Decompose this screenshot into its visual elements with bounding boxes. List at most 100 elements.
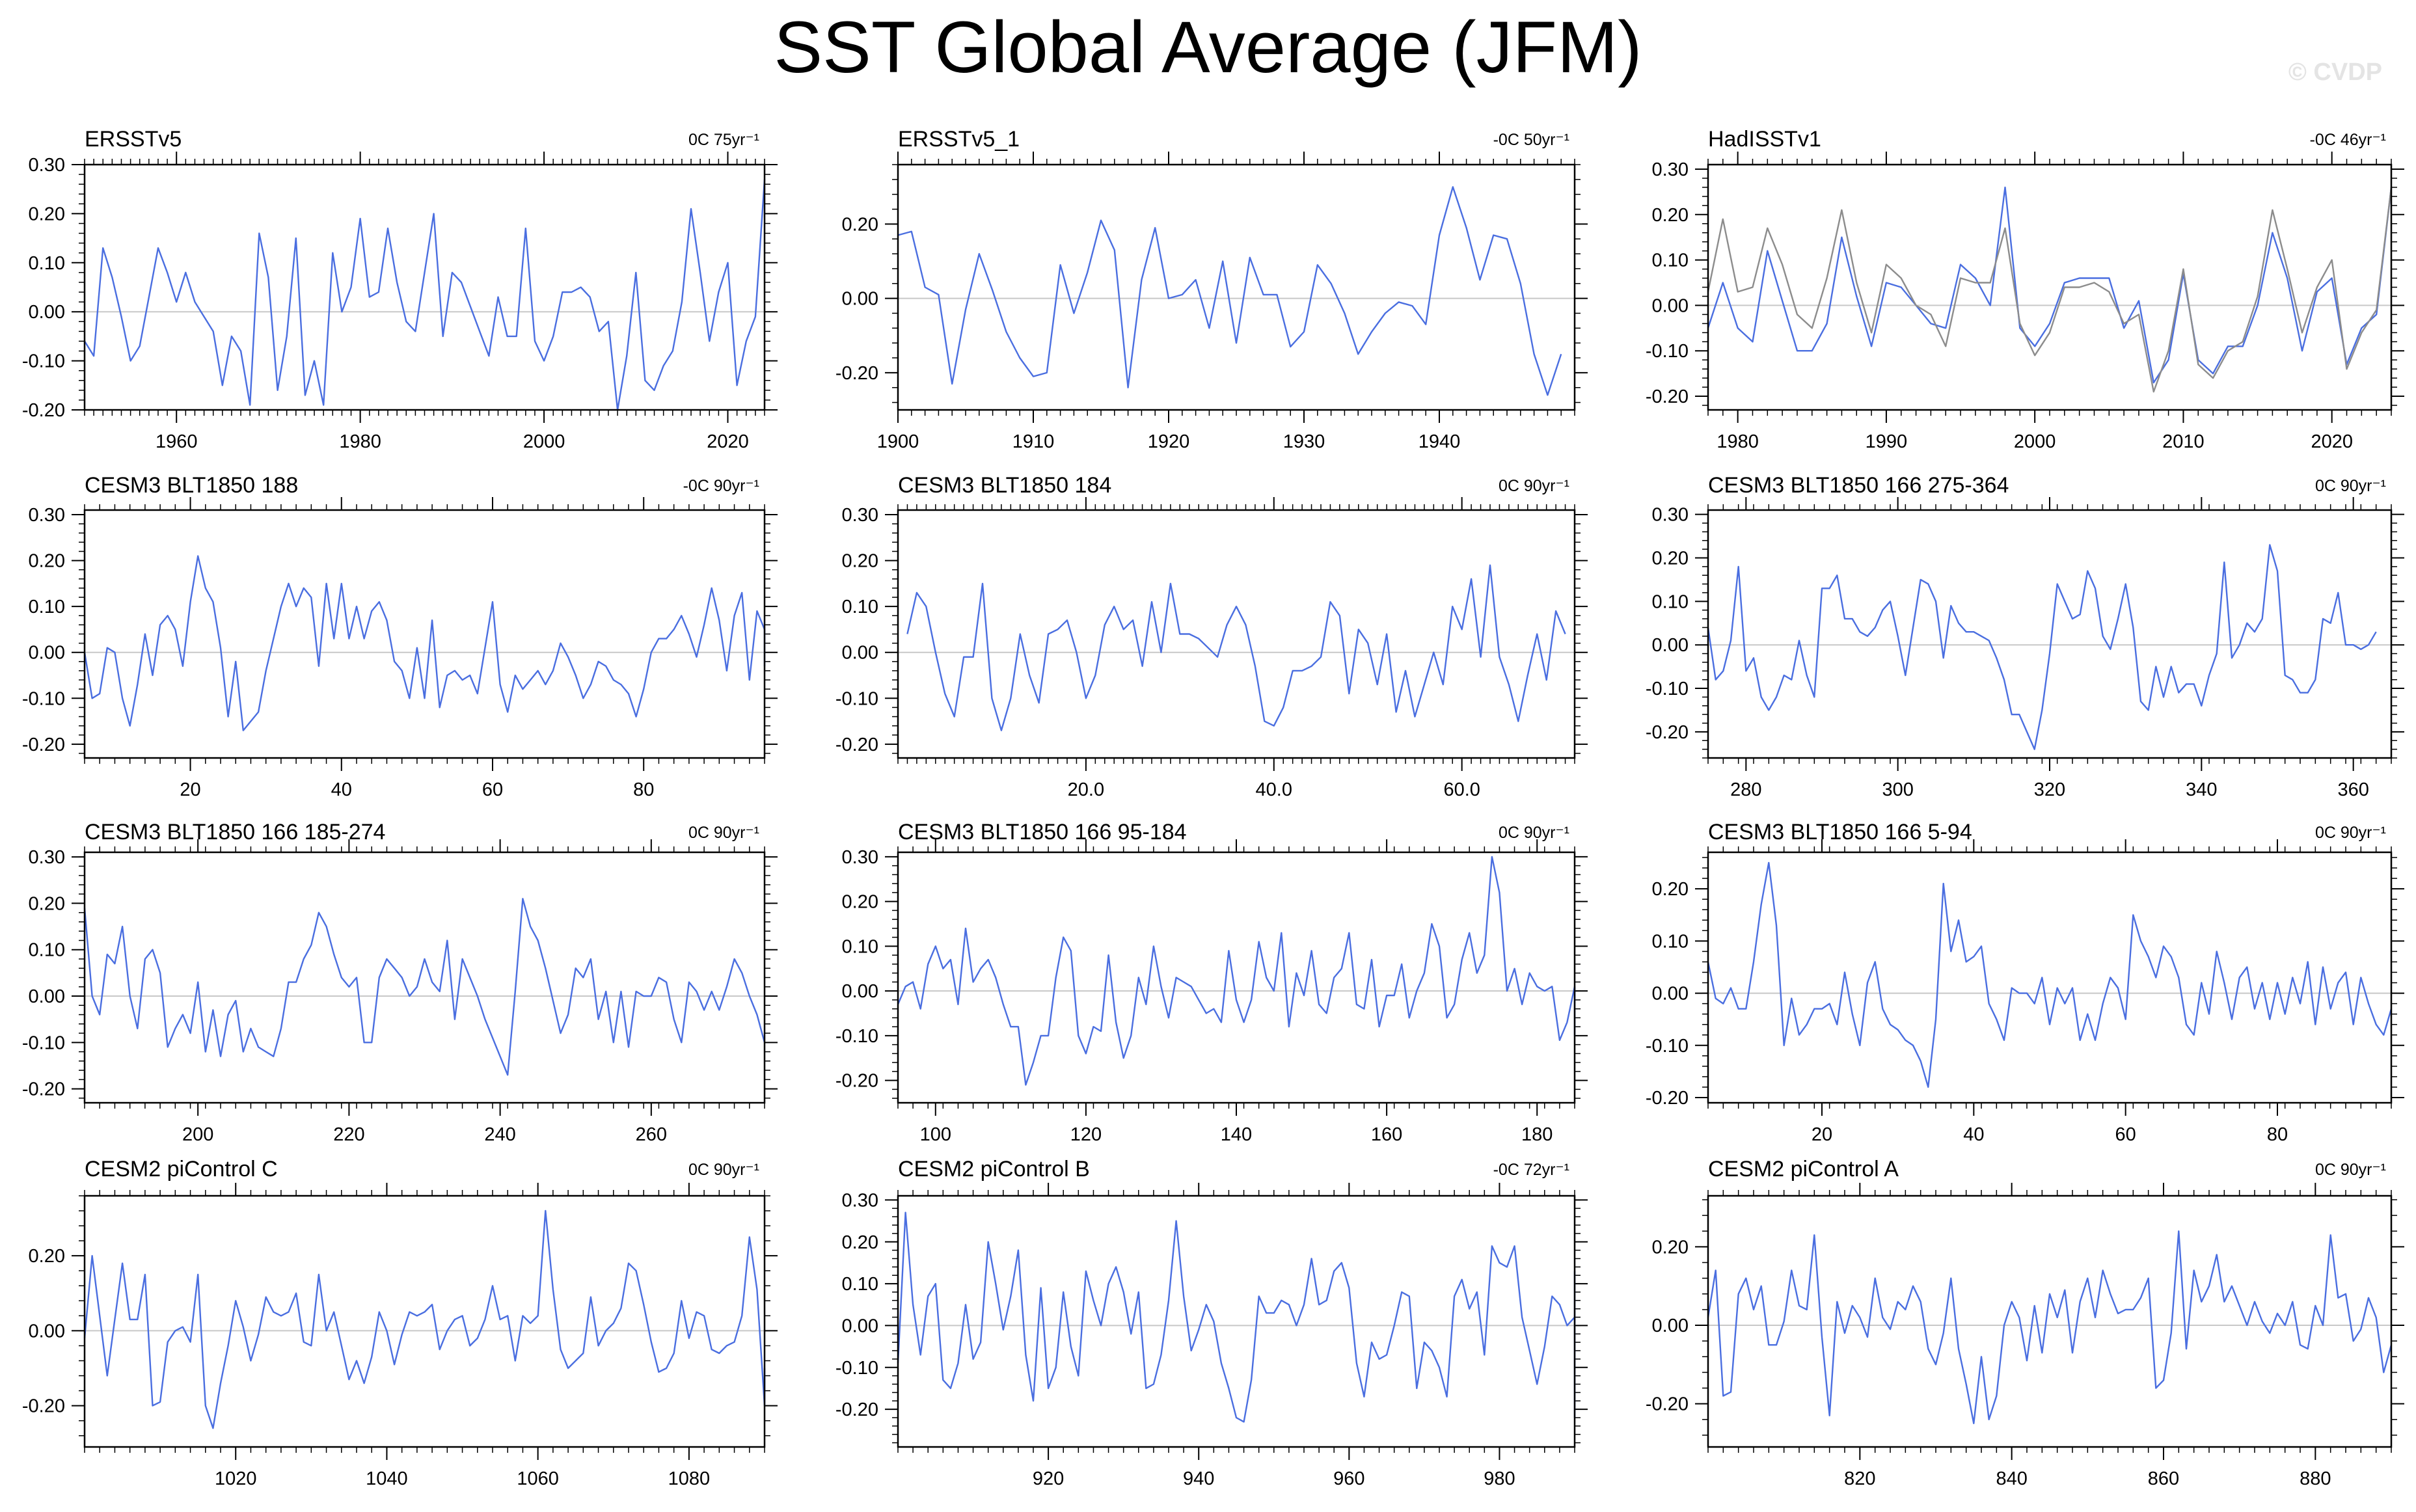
y-tick-label: 0.10 — [1652, 250, 1689, 271]
x-tick-label: 40 — [331, 779, 352, 800]
y-tick-label: 0.30 — [1652, 159, 1689, 180]
x-tick-label: 1980 — [1717, 431, 1759, 452]
y-tick-label: -0.20 — [1646, 722, 1689, 743]
plot-frame — [897, 163, 1576, 411]
series-line-1 — [897, 186, 1562, 396]
y-tick-label: -0.10 — [835, 688, 878, 709]
x-tick-label: 80 — [2267, 1124, 2288, 1145]
x-tick-label: 20.0 — [1068, 779, 1104, 800]
y-tick-label: 0.20 — [29, 1246, 65, 1267]
y-tick-label: -0.10 — [1646, 1036, 1689, 1057]
y-tick-label: 0.10 — [29, 940, 65, 961]
x-tick-label: 2010 — [2162, 431, 2205, 452]
x-tick-label: 20 — [180, 779, 200, 800]
y-tick-label: -0.10 — [22, 688, 65, 709]
y-tick-label: 0.20 — [842, 551, 878, 572]
panel-title: CESM3 BLT1850 166 275-364 — [1708, 473, 2009, 498]
x-tick-label: 1920 — [1148, 431, 1190, 452]
y-tick-label: 0.30 — [29, 847, 65, 868]
panel-title: HadISSTv1 — [1708, 127, 1821, 152]
plot-frame — [83, 509, 766, 759]
y-tick-label: -0.20 — [22, 1396, 65, 1417]
chart-panel-5: CESM3 BLT1850 184 0C 90yr⁻¹ 20.0 40.0 60.0 -0… — [835, 473, 1588, 800]
panel-title: CESM2 piControl A — [1708, 1157, 1899, 1181]
trend-label: -0C 90yr⁻¹ — [683, 477, 759, 495]
x-tick-label: 1900 — [877, 431, 919, 452]
series-line-2 — [1707, 187, 2393, 393]
y-tick-label: 0.30 — [842, 1190, 878, 1211]
chart-panel-3: HadISSTv1 -0C 46yr⁻¹ 1980 1990 2000 2010 2020 -… — [1646, 127, 2404, 452]
series-line-1 — [83, 898, 766, 1076]
series-line-1 — [83, 1209, 766, 1429]
x-tick-label: 280 — [1730, 779, 1761, 800]
x-tick-label: 840 — [1996, 1468, 2027, 1489]
y-tick-label: 0.00 — [29, 986, 65, 1007]
y-tick-label: 0.00 — [1652, 984, 1689, 1005]
y-tick-label: 0.10 — [842, 1274, 878, 1295]
x-tick-label: 100 — [920, 1124, 951, 1145]
trend-label: 0C 90yr⁻¹ — [2315, 477, 2386, 495]
y-tick-label: 0.20 — [29, 551, 65, 572]
x-tick-label: 960 — [1333, 1468, 1364, 1489]
x-tick-label: 1930 — [1283, 431, 1325, 452]
y-tick-label: 0.20 — [842, 214, 878, 235]
x-tick-label: 1910 — [1012, 431, 1055, 452]
x-tick-label: 80 — [633, 779, 654, 800]
y-tick-label: -0.10 — [835, 1358, 878, 1379]
plot-frame — [83, 851, 766, 1104]
y-tick-label: 0.20 — [1652, 1237, 1689, 1258]
chart-panel-11: CESM2 piControl B -0C 72yr⁻¹ 920 940 960 980 -… — [835, 1157, 1588, 1489]
y-tick-label: -0.20 — [22, 735, 65, 755]
y-tick-label: 0.00 — [29, 302, 65, 323]
y-tick-label: 0.20 — [842, 892, 878, 913]
plot-frame — [1707, 1195, 2393, 1448]
chart-panel-9: CESM3 BLT1850 166 5-94 0C 90yr⁻¹ 20 40 60 80 -… — [1646, 820, 2404, 1145]
x-tick-label: 200 — [182, 1124, 213, 1145]
x-tick-label: 40.0 — [1256, 779, 1292, 800]
x-tick-label: 360 — [2337, 779, 2368, 800]
y-tick-label: -0.20 — [1646, 1088, 1689, 1109]
y-tick-label: 0.00 — [29, 643, 65, 664]
x-tick-label: 340 — [2186, 779, 2217, 800]
y-tick-label: 0.20 — [29, 204, 65, 224]
y-tick-label: -0.20 — [1646, 1394, 1689, 1415]
panel-title: CESM3 BLT1850 166 185-274 — [85, 820, 385, 844]
x-tick-label: 2000 — [523, 431, 565, 452]
y-tick-label: 0.20 — [29, 893, 65, 914]
y-tick-label: 0.10 — [842, 597, 878, 617]
x-tick-label: 300 — [1882, 779, 1913, 800]
panel-title: CESM3 BLT1850 166 5-94 — [1708, 820, 1972, 844]
y-tick-label: 0.30 — [842, 505, 878, 526]
chart-panel-2: ERSSTv5_1 -0C 50yr⁻¹ 1900 1910 1920 1930 1940 -… — [835, 127, 1588, 452]
x-tick-label: 1020 — [215, 1468, 257, 1489]
x-tick-label: 120 — [1070, 1124, 1102, 1145]
series-line-1 — [906, 564, 1566, 731]
y-tick-label: 0.00 — [29, 1321, 65, 1342]
plot-frame — [897, 851, 1576, 1104]
panel-title: CESM2 piControl C — [85, 1157, 278, 1181]
chart-panel-8: CESM3 BLT1850 166 95-184 0C 90yr⁻¹ 100 120 1… — [835, 820, 1588, 1145]
y-tick-label: -0.10 — [835, 1026, 878, 1047]
y-tick-label: -0.10 — [1646, 341, 1689, 362]
x-tick-label: 20 — [1812, 1124, 1832, 1145]
plot-frame — [1707, 163, 2393, 411]
x-tick-label: 1040 — [366, 1468, 408, 1489]
plot-frame — [1707, 851, 2393, 1104]
series-line-1 — [897, 856, 1576, 1086]
x-tick-label: 240 — [484, 1124, 515, 1145]
y-tick-label: 0.10 — [29, 597, 65, 617]
panel-title: CESM3 BLT1850 188 — [85, 473, 298, 498]
x-tick-label: 220 — [333, 1124, 364, 1145]
chart-panel-7: CESM3 BLT1850 166 185-274 0C 90yr⁻¹ 200 220… — [22, 820, 778, 1145]
y-tick-label: -0.20 — [835, 735, 878, 755]
trend-label: -0C 50yr⁻¹ — [1493, 131, 1569, 149]
y-tick-label: 0.20 — [1652, 548, 1689, 569]
y-tick-label: 0.10 — [29, 253, 65, 274]
y-tick-label: 0.00 — [842, 1316, 878, 1336]
trend-label: 0C 90yr⁻¹ — [2315, 824, 2386, 842]
y-tick-label: 0.10 — [842, 936, 878, 957]
x-tick-label: 940 — [1183, 1468, 1214, 1489]
trend-label: -0C 72yr⁻¹ — [1493, 1161, 1569, 1179]
trend-label: -0C 46yr⁻¹ — [2310, 131, 2386, 149]
y-tick-label: -0.10 — [1646, 679, 1689, 699]
